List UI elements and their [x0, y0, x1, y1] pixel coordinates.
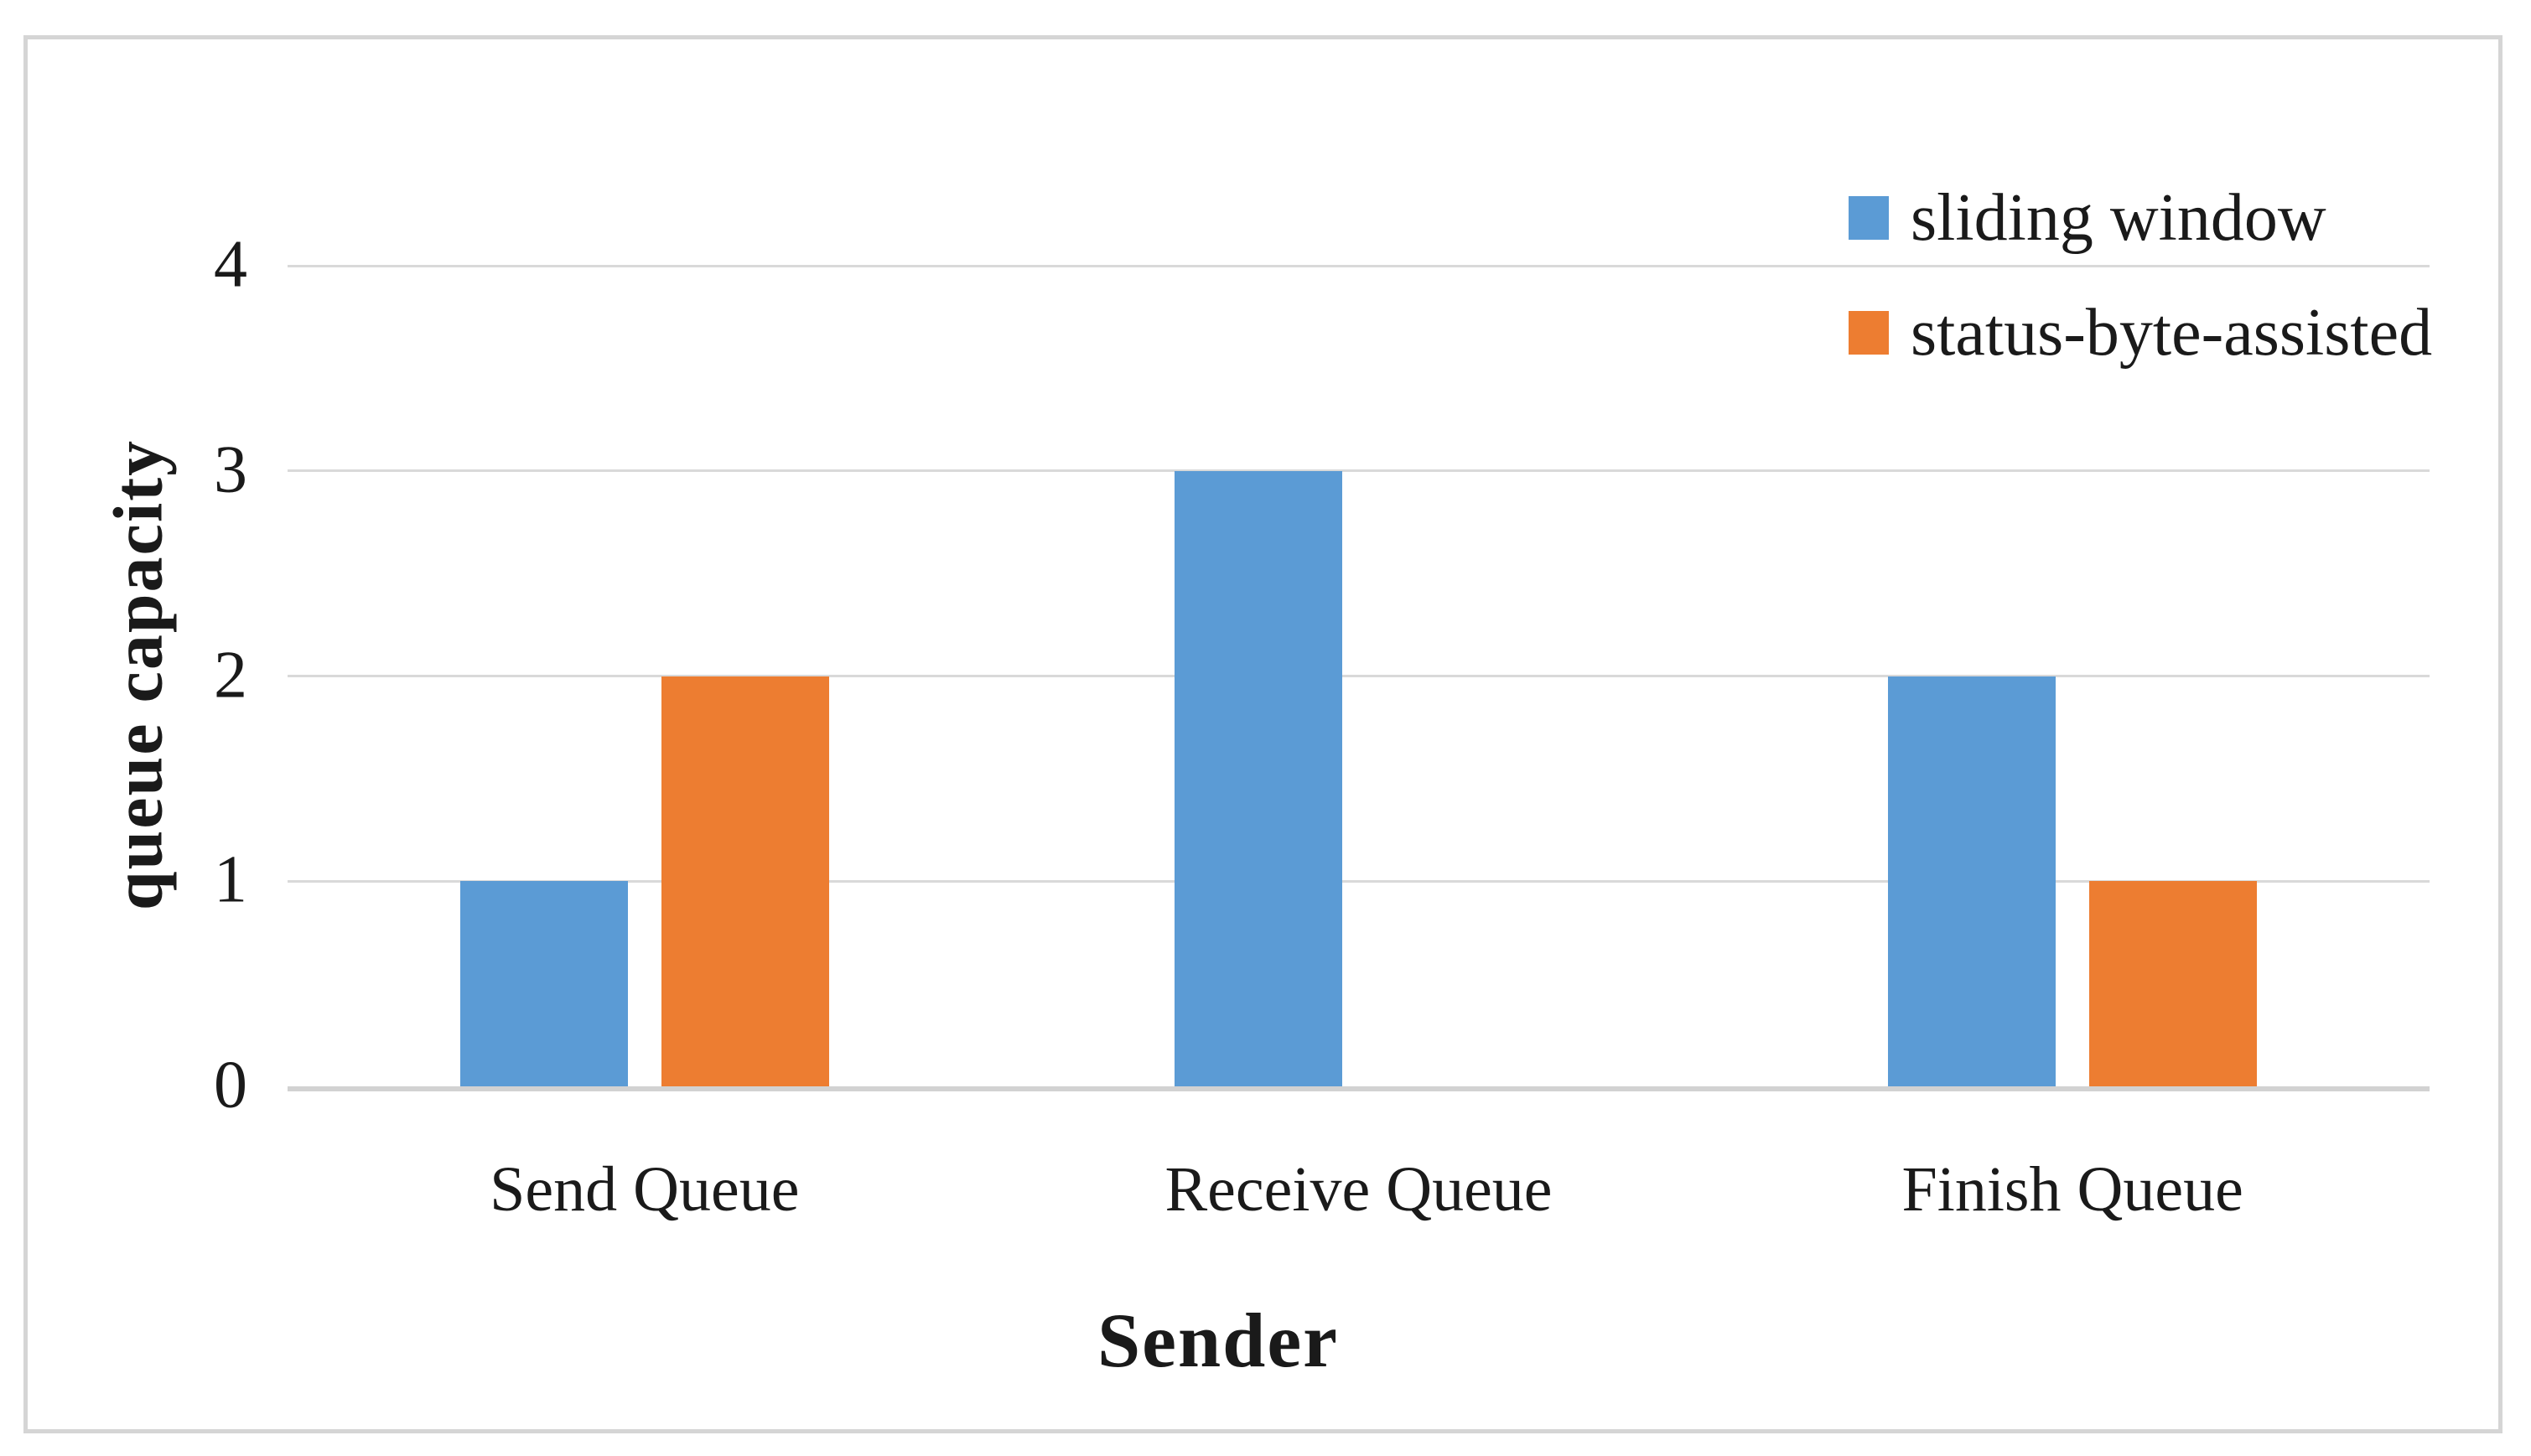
gridline-y4: [288, 264, 2430, 267]
x-category-label-finish-queue: Finish Queue: [1901, 1154, 2243, 1225]
bar-sliding-window-finish-queue: [1888, 676, 2056, 1086]
plot-area: [288, 264, 2430, 1091]
legend-entry-status-byte-assisted: status-byte-assisted: [1849, 298, 2432, 368]
y-tick-label-3: 3: [214, 433, 247, 507]
x-axis-title: Sender: [1097, 1298, 1339, 1383]
x-category-label-send-queue: Send Queue: [490, 1154, 800, 1225]
y-tick-label-2: 2: [214, 637, 247, 712]
bar-sliding-window-receive-queue: [1174, 470, 1342, 1086]
bar-sliding-window-send-queue: [459, 881, 628, 1086]
bar-status-byte-assisted-send-queue: [661, 676, 829, 1086]
legend-entry-sliding-window: sliding window: [1849, 183, 2326, 253]
legend-label-sliding-window: sliding window: [1911, 181, 2326, 255]
x-axis-line: [288, 1086, 2430, 1091]
legend-label-status-byte-assisted: status-byte-assisted: [1911, 296, 2433, 370]
gridline-y3: [288, 469, 2430, 473]
y-tick-label-4: 4: [214, 227, 247, 302]
gridline-y1: [288, 879, 2430, 883]
y-tick-label-0: 0: [214, 1048, 247, 1122]
gridline-y2: [288, 675, 2430, 677]
x-category-label-receive-queue: Receive Queue: [1164, 1154, 1553, 1225]
legend-swatch-sliding-window: [1849, 196, 1889, 240]
y-tick-label-1: 1: [214, 842, 247, 917]
legend-swatch-status-byte-assisted: [1849, 311, 1889, 355]
bar-status-byte-assisted-finish-queue: [2089, 881, 2258, 1086]
